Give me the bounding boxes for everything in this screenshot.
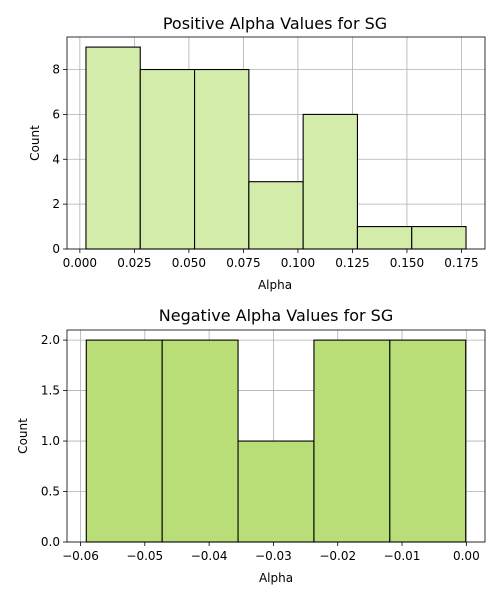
- x-tick-label: −0.01: [384, 549, 421, 563]
- x-tick-label: −0.04: [191, 549, 228, 563]
- x-tick-label: 0.00: [453, 549, 480, 563]
- x-tick-label: −0.05: [126, 549, 163, 563]
- histogram-bar: [389, 339, 467, 543]
- x-axis-label: Alpha: [259, 571, 293, 585]
- histogram-bar: [85, 339, 163, 543]
- x-tick-label: 0.100: [281, 256, 315, 270]
- x-tick-label: 0.050: [172, 256, 206, 270]
- x-tick-label: 0.125: [335, 256, 369, 270]
- x-tick-label: 0.150: [390, 256, 424, 270]
- x-tick-label: −0.02: [319, 549, 356, 563]
- histogram-bar: [194, 68, 250, 250]
- x-tick-label: 0.000: [63, 256, 97, 270]
- histogram-bar: [411, 226, 467, 250]
- x-tick-label: 0.075: [226, 256, 260, 270]
- x-axis-label: Alpha: [258, 278, 292, 292]
- y-tick-label: 0.5: [41, 485, 60, 499]
- axes-frame: [66, 329, 486, 543]
- positive-alpha-histogram: Positive Alpha Values for SG Alpha Count…: [28, 14, 486, 292]
- histogram-bar: [161, 339, 239, 543]
- histogram-bar: [313, 339, 391, 543]
- histogram-bar: [302, 113, 358, 250]
- bars: [85, 339, 467, 543]
- x-tick-label: 0.025: [117, 256, 151, 270]
- x-tick-label: −0.06: [62, 549, 99, 563]
- y-tick-label: 2.0: [41, 333, 60, 347]
- y-axis-label: Count: [16, 418, 30, 454]
- chart-title: Positive Alpha Values for SG: [163, 14, 387, 33]
- histogram-bar: [85, 46, 141, 250]
- negative-alpha-histogram: Negative Alpha Values for SG Alpha Count…: [16, 306, 486, 585]
- histogram-bar: [248, 181, 304, 250]
- bars: [85, 46, 467, 250]
- x-tick-label: −0.03: [255, 549, 292, 563]
- y-tick-label: 1.0: [41, 434, 60, 448]
- y-tick-label: 8: [52, 63, 60, 77]
- chart-title: Negative Alpha Values for SG: [159, 306, 393, 325]
- y-tick-label: 6: [52, 107, 60, 121]
- x-axis-ticks: −0.06 −0.05 −0.04 −0.03 −0.02 −0.01 0.00: [62, 542, 480, 563]
- x-axis-ticks: 0.000 0.025 0.050 0.075 0.100 0.125 0.150 0.175: [63, 249, 479, 270]
- y-tick-label: 1.5: [41, 384, 60, 398]
- histogram-bar: [356, 226, 413, 250]
- x-tick-label: 0.175: [444, 256, 478, 270]
- y-tick-label: 4: [52, 152, 60, 166]
- y-axis-label: Count: [28, 125, 42, 161]
- histogram-bar: [237, 440, 315, 543]
- y-tick-label: 0.0: [41, 535, 60, 549]
- y-axis-ticks: 0 2 4 6 8: [52, 63, 67, 256]
- histogram-bar: [139, 68, 196, 250]
- y-tick-label: 2: [52, 197, 60, 211]
- y-axis-ticks: 0.0 0.5 1.0 1.5 2.0: [41, 333, 67, 549]
- y-tick-label: 0: [52, 242, 60, 256]
- axes-frame: [66, 36, 486, 250]
